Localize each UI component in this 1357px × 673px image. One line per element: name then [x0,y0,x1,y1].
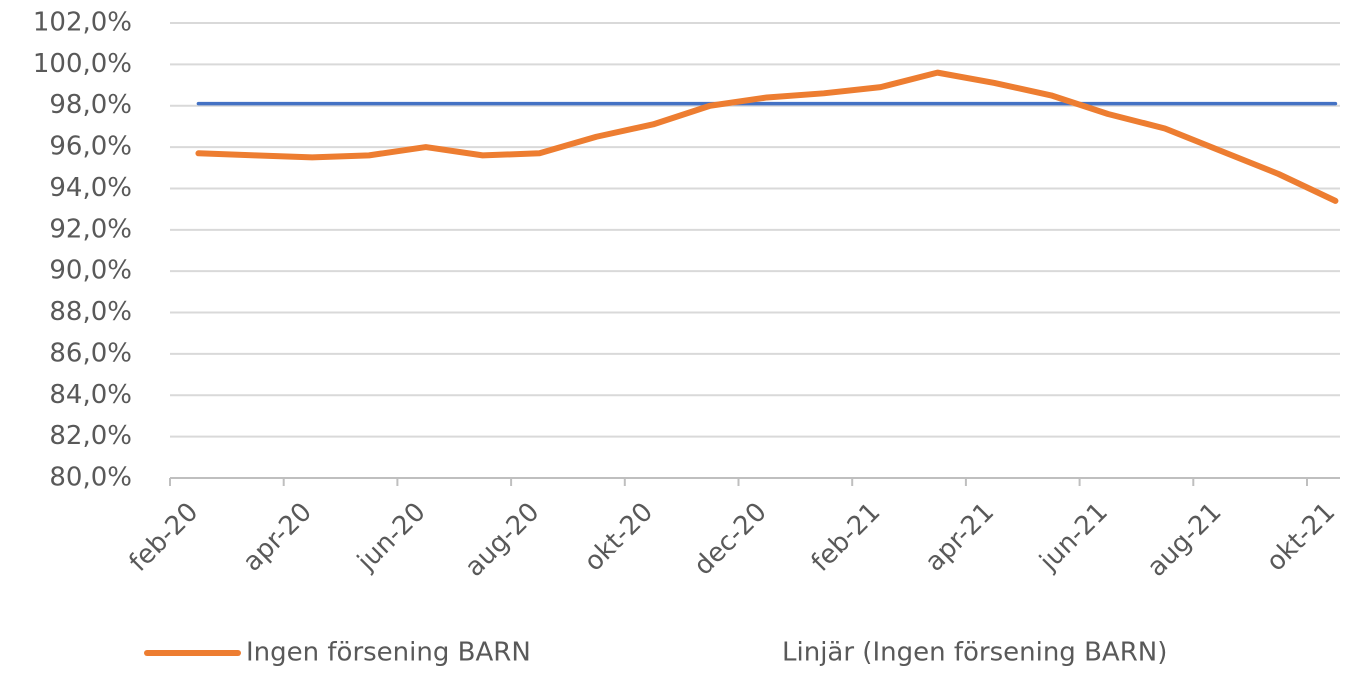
y-tick-label: 84,0% [49,380,132,410]
y-tick-label: 100,0% [33,49,132,79]
series-line [195,69,1339,204]
y-tick-label: 96,0% [49,132,132,162]
x-tick-label: dec-20 [688,497,772,581]
x-tick-label: aug-20 [460,497,546,583]
y-tick-label: 88,0% [49,297,132,327]
y-tick-label: 94,0% [49,173,132,203]
x-tick-label: feb-20 [124,497,205,578]
y-tick-label: 80,0% [49,463,132,493]
x-tick-label: jun-20 [351,497,431,577]
x-tick-label: aug-21 [1142,497,1228,583]
legend-label: Linjär (Ingen försening BARN) [782,638,1167,668]
x-tick-label: apr-20 [237,497,318,578]
legend-label: Ingen försening BARN [246,638,531,668]
x-tick-label: apr-21 [920,497,1001,578]
x-tick-label: feb-21 [806,497,887,578]
y-tick-label: 90,0% [49,256,132,286]
x-tick-label: jun-21 [1033,497,1113,577]
y-tick-label: 92,0% [49,214,132,244]
x-tick-label: okt-21 [1261,497,1341,577]
y-tick-label: 86,0% [49,338,132,368]
y-tick-label: 82,0% [49,421,132,451]
y-tick-label: 102,0% [33,8,132,38]
y-tick-label: 98,0% [49,90,132,120]
x-tick-label: okt-20 [579,497,659,577]
